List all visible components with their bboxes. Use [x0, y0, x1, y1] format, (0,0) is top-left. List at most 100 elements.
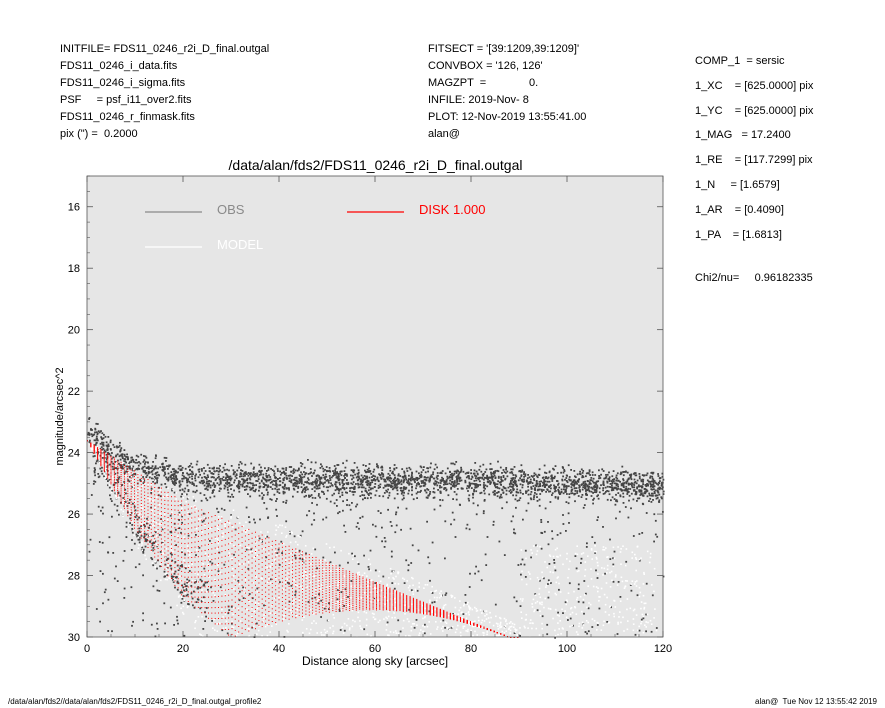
obs-point [620, 488, 623, 491]
obs-point [360, 474, 363, 477]
obs-point [493, 483, 496, 485]
model-point [516, 635, 518, 638]
obs-point [597, 494, 599, 497]
obs-point [509, 489, 512, 491]
obs-point [216, 467, 218, 470]
model-point [638, 595, 641, 598]
disk-point [211, 612, 213, 614]
obs-point [346, 504, 348, 506]
obs-point [351, 502, 353, 504]
model-point [192, 496, 195, 498]
model-point [351, 585, 354, 587]
obs-point [285, 467, 288, 469]
obs-point [318, 484, 320, 487]
obs-point [396, 489, 399, 492]
obs-point [334, 489, 337, 492]
model-point [347, 604, 349, 606]
obs-point [195, 473, 197, 476]
model-point [386, 617, 388, 620]
obs-point [515, 506, 517, 509]
obs-point [334, 481, 337, 483]
obs-point [644, 488, 646, 490]
obs-point [442, 479, 444, 482]
model-point [137, 487, 140, 490]
model-point [155, 561, 157, 563]
obs-point [240, 473, 243, 475]
disk-point [157, 555, 159, 557]
obs-point [288, 600, 291, 603]
model-point [559, 554, 562, 557]
obs-point [615, 487, 618, 490]
obs-point [467, 490, 469, 492]
obs-point [503, 471, 506, 473]
model-point [569, 625, 571, 628]
model-point [543, 606, 545, 609]
model-point [644, 624, 646, 626]
obs-point [535, 480, 538, 483]
model-point [249, 551, 252, 553]
model-point [612, 546, 615, 549]
obs-point [608, 479, 611, 482]
obs-point [538, 504, 541, 507]
disk-point [137, 528, 139, 530]
obs-point [581, 476, 584, 479]
obs-point [468, 528, 471, 531]
model-point [176, 604, 178, 607]
obs-point [359, 495, 362, 497]
disk-point [342, 610, 344, 612]
obs-point [560, 491, 563, 493]
obs-point [292, 469, 295, 472]
disk-point [325, 608, 327, 610]
obs-point [575, 481, 578, 484]
obs-point [605, 474, 607, 476]
obs-point [571, 481, 574, 483]
model-point [525, 618, 527, 621]
obs-point [172, 482, 174, 484]
obs-point [482, 463, 485, 466]
obs-point [142, 548, 145, 551]
obs-point [372, 470, 375, 473]
obs-point [119, 464, 122, 466]
model-point [609, 605, 612, 608]
obs-point [138, 541, 141, 544]
obs-point [357, 563, 360, 565]
obs-point [448, 482, 451, 485]
model-point [426, 612, 429, 614]
model-point [569, 613, 572, 616]
model-point [488, 621, 491, 624]
obs-point [311, 496, 314, 499]
obs-point [339, 495, 341, 498]
obs-point [227, 495, 230, 498]
model-point [152, 479, 154, 481]
obs-point [97, 430, 100, 433]
obs-point [137, 464, 140, 467]
obs-point [271, 469, 274, 471]
obs-point [475, 479, 478, 482]
obs-point [163, 602, 166, 605]
obs-point [343, 629, 346, 632]
obs-point [325, 486, 328, 489]
model-point [531, 603, 533, 605]
obs-point [506, 470, 509, 473]
model-point [222, 535, 224, 538]
obs-point [152, 468, 155, 471]
obs-point [519, 491, 522, 494]
obs-point [425, 491, 428, 494]
obs-point [565, 487, 568, 489]
model-point [373, 613, 375, 615]
obs-point [213, 470, 216, 473]
obs-point [224, 463, 226, 466]
model-point [402, 619, 405, 622]
obs-point [576, 490, 579, 492]
obs-point [607, 478, 610, 480]
obs-point [363, 494, 366, 497]
obs-point [393, 484, 396, 486]
model-point [576, 598, 578, 601]
obs-point [540, 547, 543, 550]
obs-point [334, 551, 336, 554]
obs-point [357, 478, 360, 481]
obs-point [610, 606, 612, 609]
obs-point [182, 595, 185, 597]
obs-point [96, 459, 99, 462]
obs-point [315, 475, 318, 478]
